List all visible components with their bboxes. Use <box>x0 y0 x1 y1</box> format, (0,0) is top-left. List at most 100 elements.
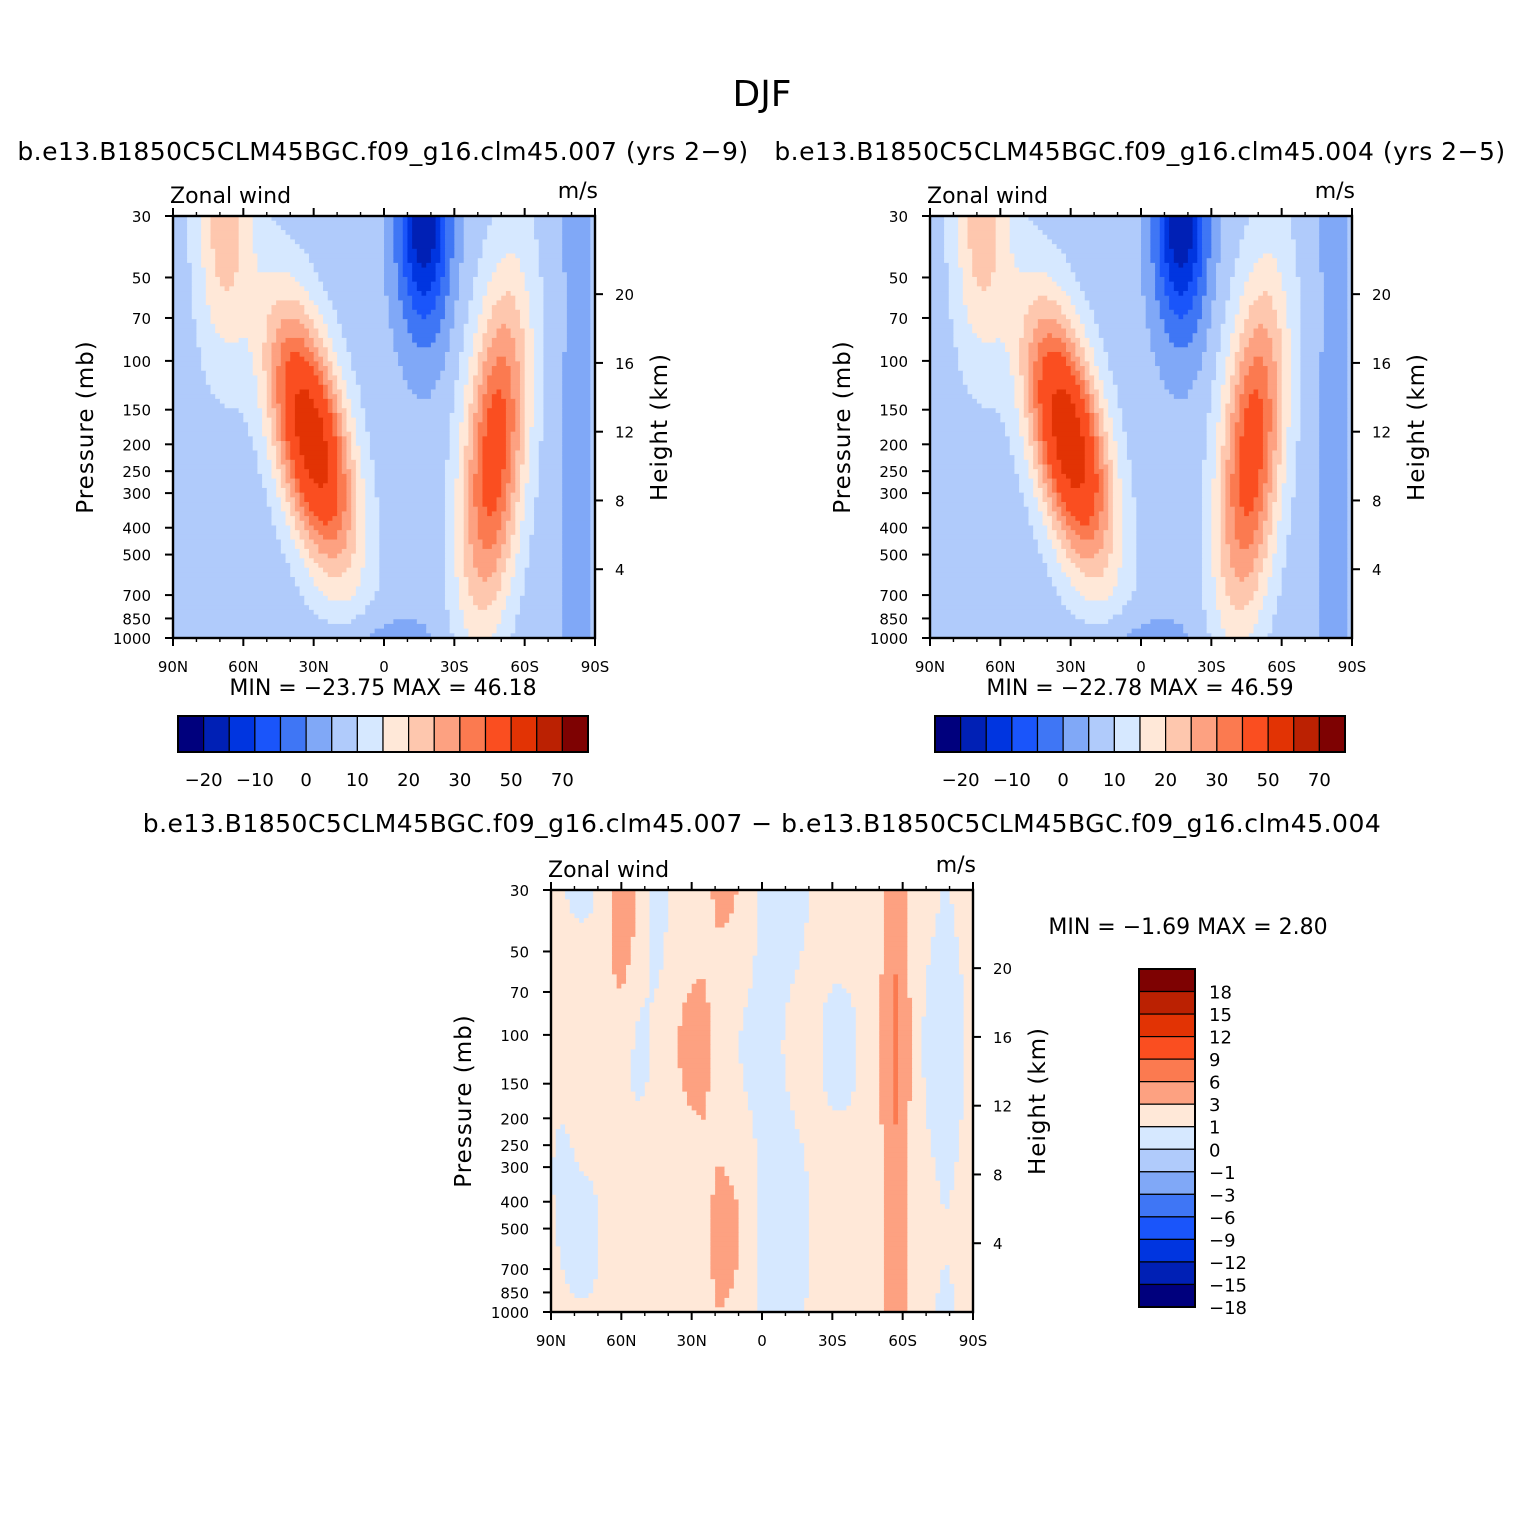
contour-band <box>524 567 563 573</box>
contour-band <box>276 220 385 226</box>
contour-band <box>1258 586 1269 592</box>
contour-band <box>384 262 399 269</box>
contour-band <box>1201 295 1217 301</box>
contour-band <box>1136 586 1203 592</box>
contour-band <box>1164 384 1194 391</box>
contour-band <box>337 445 343 452</box>
contour-band <box>463 244 484 250</box>
contour-row <box>930 272 1352 278</box>
contour-band <box>1347 445 1352 452</box>
contour-band <box>930 558 1044 564</box>
contour-band <box>1051 581 1072 588</box>
contour-band <box>1131 591 1203 597</box>
contour-band <box>590 539 595 545</box>
contour-band <box>1206 619 1222 625</box>
contour-band <box>590 417 595 423</box>
contour-band <box>1220 244 1241 250</box>
contour-band <box>1033 445 1039 452</box>
contour-band <box>201 262 216 269</box>
contour-band <box>435 220 441 226</box>
contour-band <box>1347 351 1352 358</box>
contour-band <box>257 380 268 386</box>
contour-band <box>1220 394 1231 400</box>
contour-band <box>897 974 908 980</box>
contour-band <box>1112 502 1123 508</box>
contour-band <box>1019 422 1030 428</box>
contour-band <box>290 445 301 452</box>
contour-band <box>454 539 465 545</box>
contour-band <box>794 969 885 975</box>
contour-band <box>1112 516 1123 522</box>
contour-band <box>304 544 319 550</box>
contour-band <box>519 525 535 531</box>
contour-band <box>1112 539 1123 545</box>
contour-row <box>930 619 1352 625</box>
contour-row <box>551 904 973 910</box>
contour-band <box>1220 548 1231 555</box>
contour-band <box>341 525 352 531</box>
contour-row <box>173 431 595 437</box>
contour-band <box>543 361 563 367</box>
contour-band <box>551 913 576 919</box>
contour-band <box>276 459 282 466</box>
contour-band <box>1206 333 1222 339</box>
contour-band <box>173 567 291 573</box>
contour-band <box>958 941 973 947</box>
contour-band <box>590 623 595 630</box>
contour-band <box>1220 328 1236 334</box>
contour-band <box>686 993 707 999</box>
contour-band <box>752 969 796 975</box>
contour-band <box>879 974 894 980</box>
contour-band <box>1051 398 1072 405</box>
contour-band <box>1262 412 1273 419</box>
contour-band <box>953 342 1006 348</box>
contour-band <box>454 572 465 578</box>
contour-band <box>257 459 273 466</box>
contour-band <box>210 314 268 320</box>
contour-band <box>355 422 366 428</box>
contour-band <box>1103 394 1119 400</box>
contour-band <box>262 422 273 428</box>
contour-band <box>477 351 488 358</box>
contour-band <box>444 314 455 320</box>
contour-row <box>930 497 1352 503</box>
contour-band <box>501 577 512 583</box>
contour-band <box>1211 230 1222 236</box>
contour-band <box>468 412 474 419</box>
contour-band <box>360 445 371 452</box>
contour-band <box>468 305 484 311</box>
contour-band <box>926 969 960 975</box>
contour-band <box>543 375 563 381</box>
contour-band <box>449 291 460 297</box>
y-tick-label: 700 <box>879 587 908 605</box>
contour-band <box>332 516 343 522</box>
contour-band <box>290 441 301 447</box>
contour-band <box>487 225 535 231</box>
contour-band <box>304 305 319 311</box>
contour-row <box>173 361 595 367</box>
contour-band <box>1234 361 1241 367</box>
contour-band <box>482 478 502 484</box>
contour-band <box>173 417 244 423</box>
contour-band <box>266 441 273 447</box>
contour-band <box>1216 276 1231 283</box>
contour-band <box>1108 562 1123 569</box>
contour-band <box>1023 408 1030 414</box>
contour-band <box>1300 394 1320 400</box>
contour-band <box>1080 553 1095 559</box>
contour-band <box>341 548 357 555</box>
contour-band <box>510 553 516 559</box>
contour-band <box>1051 333 1067 339</box>
contour-band <box>1239 469 1259 475</box>
contour-band <box>1239 337 1250 344</box>
contour-band <box>1281 431 1287 437</box>
contour-band <box>351 408 366 414</box>
contour-band <box>337 398 343 405</box>
contour-band <box>958 220 969 226</box>
contour-band <box>1084 328 1100 334</box>
contour-band <box>611 908 636 915</box>
contour-band <box>346 492 352 498</box>
contour-band <box>1300 417 1320 423</box>
contour-band <box>1112 370 1161 377</box>
contour-band <box>327 323 343 330</box>
